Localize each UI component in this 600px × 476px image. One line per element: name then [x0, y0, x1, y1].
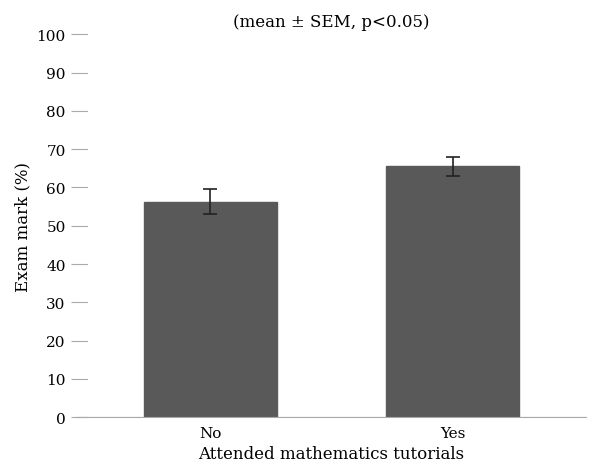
Y-axis label: Exam mark (%): Exam mark (%)	[14, 161, 31, 291]
Title: (mean ± SEM, p<0.05): (mean ± SEM, p<0.05)	[233, 14, 430, 31]
Bar	[386, 167, 520, 417]
Bar	[143, 202, 277, 417]
X-axis label: Attended mathematics tutorials: Attended mathematics tutorials	[199, 445, 464, 462]
